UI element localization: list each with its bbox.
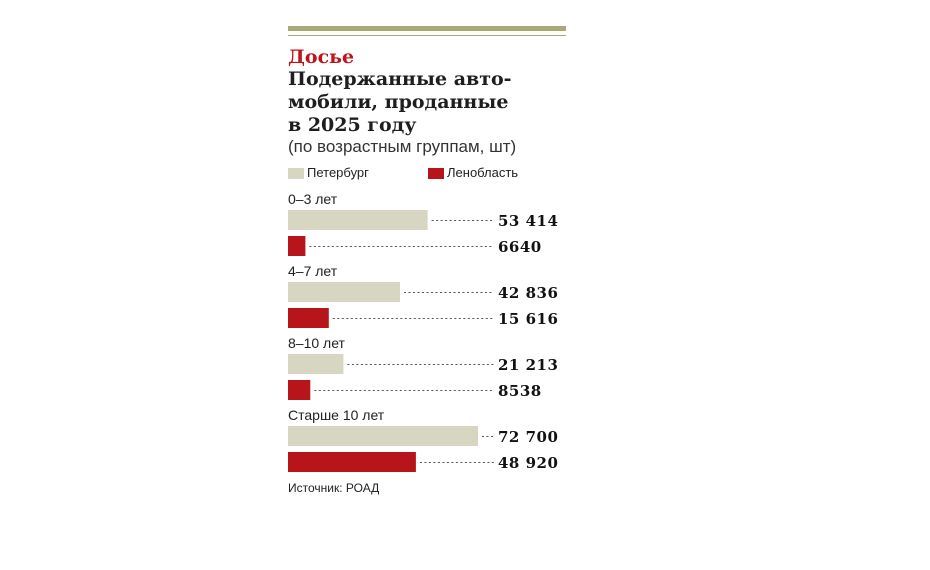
legend-label-spb: Петербург [307, 165, 369, 180]
chart-title: Подержанные авто- мобили, проданные в 20… [288, 68, 512, 136]
value-label-spb: 42 836 [498, 284, 558, 302]
category-label: 8–10 лет [288, 335, 346, 351]
bar-spb [288, 282, 400, 302]
chart-subtitle: (по возрастным группам, шт) [288, 137, 517, 156]
value-label-lenobl: 8538 [498, 382, 542, 400]
bar-lenobl [288, 452, 416, 472]
top-rule-thin [288, 35, 566, 36]
value-label-spb: 72 700 [498, 428, 558, 446]
category-label: 0–3 лет [288, 191, 338, 207]
value-label-spb: 21 213 [498, 356, 558, 374]
legend-swatch-lenobl [428, 168, 444, 179]
bar-lenobl [288, 308, 329, 328]
kicker-label: Досье [288, 46, 355, 68]
value-label-lenobl: 48 920 [498, 454, 558, 472]
bar-spb [288, 426, 478, 446]
legend-swatch-spb [288, 168, 304, 179]
legend-label-lenobl: Ленобласть [447, 165, 519, 180]
bar-lenobl [288, 380, 311, 400]
value-label-lenobl: 15 616 [498, 310, 558, 328]
bar-spb [288, 354, 344, 374]
value-label-spb: 53 414 [498, 212, 558, 230]
bar-lenobl [288, 236, 306, 256]
infographic-card: Досье Подержанные авто- мобили, проданны… [288, 0, 568, 570]
top-rule-thick [288, 26, 566, 31]
source-note: Источник: РОАД [288, 481, 380, 495]
category-label: Старше 10 лет [288, 407, 385, 423]
value-label-lenobl: 6640 [498, 238, 542, 256]
category-label: 4–7 лет [288, 263, 338, 279]
bar-spb [288, 210, 428, 230]
bar-chart: 0–3 лет 53 414 6640 4–7 лет 42 836 15 616 8–10… [288, 191, 558, 472]
